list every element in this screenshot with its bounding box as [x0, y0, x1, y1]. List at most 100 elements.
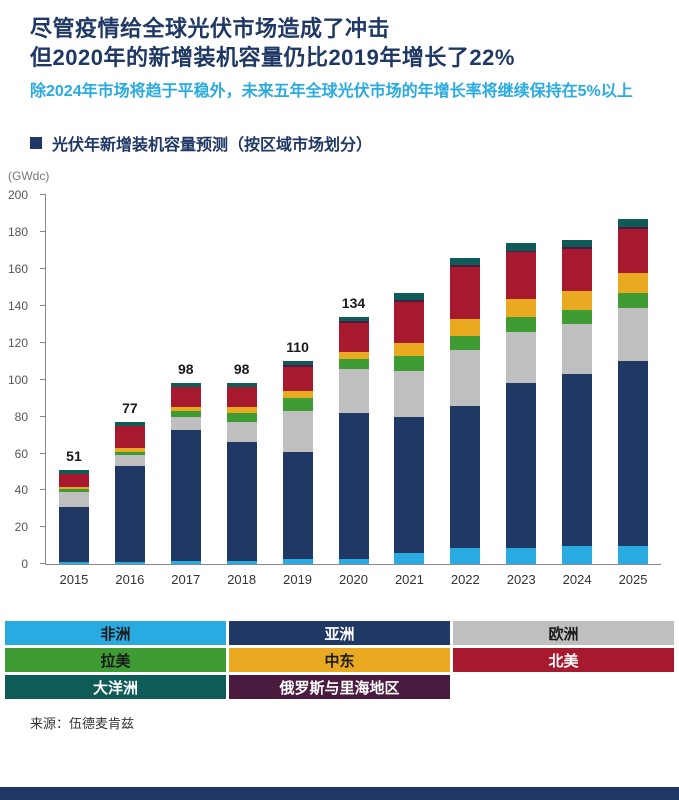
bar-segment-拉美 [170, 411, 201, 417]
bar-segment-亚洲 [282, 451, 313, 559]
bar-segment-中东 [450, 318, 481, 336]
y-tick-mark [40, 452, 46, 454]
page-title-line-2: 但2020年的新增装机容量仍比2019年增长了22% [30, 45, 515, 71]
x-axis-label: 2016 [115, 572, 145, 588]
bar-segment-北美 [394, 302, 425, 343]
bar-2024 [562, 239, 593, 565]
bar-segment-拉美 [338, 359, 369, 369]
bar-segment-亚洲 [114, 466, 145, 563]
bar-2019 [282, 361, 313, 565]
y-tick-mark [40, 489, 46, 491]
bar-segment-北美 [58, 473, 89, 487]
bar-segment-俄罗斯与里海地区 [506, 250, 537, 253]
bar-segment-非洲 [562, 545, 593, 565]
bar-2017 [170, 383, 201, 565]
chart-section-title: 光伏年新增装机容量预测（按区域市场划分） [52, 137, 373, 155]
bar-segment-非洲 [114, 562, 145, 565]
source-note: 来源：伍德麦肯兹 [30, 716, 135, 732]
legend: 非洲 亚洲 欧洲 拉美 中东 北美 大洋洲 俄罗斯与里海地区 [5, 621, 674, 700]
bar-segment-大洋洲 [506, 243, 537, 251]
x-axis-label: 2024 [562, 572, 592, 588]
bar-segment-亚洲 [562, 374, 593, 546]
y-tick-label: 140 [7, 298, 28, 313]
header: 尽管疫情给全球光伏市场造成了冲击 但2020年的新增装机容量仍比2019年增长了… [0, 0, 679, 103]
bar-segment-中东 [226, 407, 257, 413]
bar-segment-欧洲 [282, 411, 313, 452]
bar-segment-中东 [58, 486, 89, 489]
bar-segment-大洋洲 [338, 317, 369, 321]
bar-segment-拉美 [618, 293, 649, 308]
bar-segment-拉美 [226, 412, 257, 423]
page-subtitle: 除2024年市场将趋于平稳外，未来五年全球光伏市场的年增长率将继续保持在5%以上 [30, 83, 633, 101]
bar-segment-北美 [618, 228, 649, 273]
y-axis-unit-label: (GWdc) [8, 169, 50, 184]
bar-segment-俄罗斯与里海地区 [338, 320, 369, 323]
bar-segment-非洲 [226, 560, 257, 565]
bar-segment-中东 [506, 298, 537, 318]
y-tick-mark [40, 415, 46, 417]
bar-segment-中东 [170, 407, 201, 412]
bar-segment-亚洲 [226, 442, 257, 561]
bar-2025 [618, 219, 649, 565]
bar-segment-欧洲 [450, 350, 481, 406]
bar-segment-大洋洲 [170, 383, 201, 388]
y-tick-label: 160 [7, 262, 28, 277]
bar-segment-拉美 [114, 451, 145, 456]
y-tick-mark [40, 231, 46, 233]
bar-segment-中东 [618, 272, 649, 294]
x-axis-label: 2015 [59, 572, 89, 588]
bar-segment-非洲 [170, 560, 201, 565]
legend-item-北美: 北美 [453, 648, 674, 673]
y-tick-label: 0 [21, 557, 28, 572]
y-tick-label: 60 [14, 446, 28, 461]
bar-segment-拉美 [562, 309, 593, 325]
legend-item-大洋洲: 大洋洲 [5, 675, 226, 700]
y-tick-label: 20 [14, 520, 28, 535]
bar-segment-非洲 [394, 553, 425, 565]
bar-2022 [450, 258, 481, 565]
bar-total-label: 77 [122, 400, 138, 417]
bar-segment-大洋洲 [58, 470, 89, 474]
bar-segment-欧洲 [618, 307, 649, 362]
bar-segment-欧洲 [562, 324, 593, 375]
x-axis-label: 2017 [171, 572, 201, 588]
legend-item-拉美: 拉美 [5, 648, 226, 673]
chart-section-header: 光伏年新增装机容量预测（按区域市场划分） [30, 131, 649, 155]
x-axis-label: 2020 [339, 572, 368, 588]
bar-segment-北美 [450, 267, 481, 319]
legend-item-中东: 中东 [229, 648, 450, 673]
x-axis-label: 2019 [283, 572, 313, 588]
bar-segment-大洋洲 [282, 361, 313, 366]
bar-segment-大洋洲 [394, 293, 425, 301]
bar-segment-拉美 [58, 488, 89, 493]
bar-segment-拉美 [506, 317, 537, 332]
page-title-line-1: 尽管疫情给全球光伏市场造成了冲击 [30, 16, 391, 41]
y-tick-label: 40 [14, 483, 28, 498]
bar-segment-拉美 [450, 335, 481, 351]
x-axis-label: 2025 [618, 572, 648, 588]
bar-total-label: 51 [66, 448, 82, 465]
y-tick-mark [40, 268, 46, 270]
bar-segment-非洲 [506, 547, 537, 565]
y-tick-mark [40, 304, 46, 306]
bar-segment-俄罗斯与里海地区 [618, 226, 649, 229]
y-tick-mark [40, 341, 46, 343]
bar-2018 [226, 383, 257, 565]
x-axis-label: 2022 [450, 572, 480, 588]
legend-item-亚洲: 亚洲 [229, 621, 450, 646]
bar-segment-中东 [114, 448, 145, 452]
bar-segment-非洲 [618, 545, 649, 565]
bar-segment-亚洲 [618, 361, 649, 546]
legend-item-非洲: 非洲 [5, 621, 226, 646]
legend-item-欧洲: 欧洲 [453, 621, 674, 646]
bar-total-label: 110 [286, 339, 309, 356]
bar-2015 [58, 470, 89, 565]
bar-segment-大洋洲 [618, 219, 649, 227]
bar-segment-中东 [282, 390, 313, 399]
bar-segment-北美 [226, 387, 257, 408]
bar-segment-欧洲 [114, 455, 145, 467]
x-axis-label: 2023 [506, 572, 536, 588]
square-bullet-icon [30, 137, 42, 150]
bar-segment-大洋洲 [562, 239, 593, 247]
